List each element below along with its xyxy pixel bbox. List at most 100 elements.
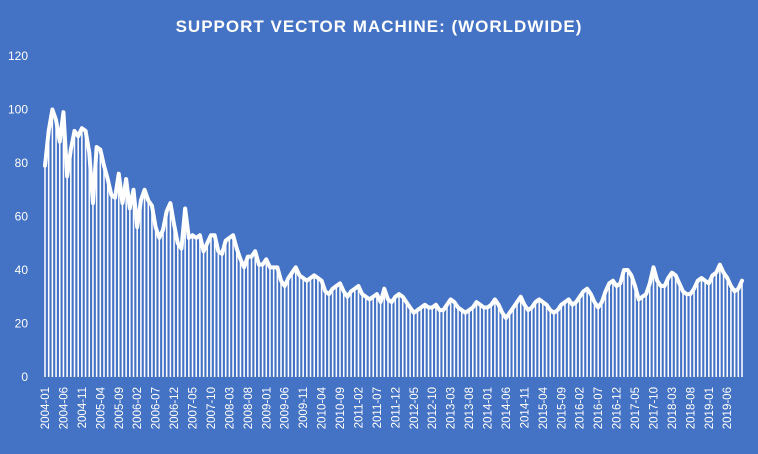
bar	[427, 307, 430, 377]
bar	[549, 310, 552, 378]
bar	[387, 299, 389, 377]
bar	[398, 294, 400, 377]
bar	[538, 299, 540, 377]
x-axis: 2004-01 2004-06 2004-11 2005-04 2005-09 2006-…	[40, 386, 734, 429]
x-tick-label: 2017-05	[630, 387, 642, 429]
bar	[313, 275, 315, 377]
bar	[44, 165, 46, 377]
bar	[711, 275, 714, 377]
y-tick-label: 120	[8, 49, 28, 63]
bar	[700, 278, 703, 377]
bar	[239, 259, 242, 377]
bar	[608, 283, 611, 378]
bar	[221, 253, 223, 377]
bar	[590, 294, 592, 377]
x-tick-label: 2008-03	[224, 387, 236, 429]
bar	[350, 291, 352, 377]
x-tick-label: 2005-09	[114, 387, 126, 429]
bar	[365, 296, 367, 377]
bar	[490, 304, 492, 377]
bar	[523, 304, 526, 377]
x-tick-label: 2007-05	[188, 387, 200, 429]
x-tick-label: 2010-04	[317, 386, 329, 429]
bar	[117, 173, 120, 377]
bar	[136, 227, 138, 377]
bar	[70, 149, 72, 378]
bar	[696, 280, 699, 377]
bar	[354, 288, 356, 377]
bar	[586, 288, 588, 377]
x-tick-label: 2015-04	[538, 386, 550, 429]
y-tick-label: 80	[15, 156, 29, 170]
bar	[224, 240, 227, 377]
bar	[199, 235, 201, 377]
bar	[564, 302, 566, 377]
bar	[571, 304, 574, 377]
x-tick-label: 2014-01	[483, 387, 495, 429]
bar	[361, 294, 363, 377]
bar	[479, 304, 481, 377]
bar	[737, 288, 740, 377]
bar	[295, 267, 297, 377]
bar	[733, 291, 736, 377]
bar	[553, 312, 555, 377]
bar	[276, 267, 279, 377]
bar	[320, 280, 323, 377]
bar	[180, 248, 183, 377]
bar	[121, 203, 124, 378]
bar	[519, 296, 522, 377]
bar	[501, 312, 504, 377]
bar	[704, 280, 706, 377]
x-tick-label: 2018-03	[667, 387, 679, 429]
bar	[449, 299, 452, 377]
bar	[442, 310, 445, 378]
bar	[103, 165, 105, 377]
bar	[368, 299, 371, 377]
bar	[77, 136, 79, 377]
bar	[708, 283, 710, 378]
bar	[438, 310, 441, 378]
bar	[715, 272, 717, 377]
x-tick-label: 2006-07	[151, 387, 163, 429]
bar	[346, 296, 349, 377]
bar	[206, 243, 209, 377]
bar	[531, 307, 533, 377]
bar	[656, 280, 658, 377]
bar	[409, 307, 411, 377]
x-tick-label: 2019-01	[704, 387, 716, 429]
bar	[269, 267, 271, 377]
bar	[719, 264, 721, 377]
x-tick-label: 2012-05	[409, 387, 421, 429]
bar	[556, 310, 559, 378]
bar	[317, 278, 319, 377]
bar	[324, 291, 327, 377]
bar	[254, 251, 256, 377]
bar	[623, 270, 625, 377]
bar	[560, 304, 563, 377]
bar	[435, 304, 437, 377]
bar	[265, 259, 268, 377]
bar	[379, 302, 382, 377]
bar	[390, 302, 393, 377]
bar	[685, 294, 688, 377]
x-tick-label: 2004-01	[40, 387, 52, 429]
bar	[505, 318, 507, 377]
x-tick-label: 2013-03	[446, 387, 458, 429]
y-axis: 0 20 40 60 80 100 120	[8, 49, 28, 384]
bar	[306, 280, 308, 377]
bar	[741, 280, 743, 377]
bar	[512, 307, 515, 377]
bar	[84, 130, 87, 377]
bar	[413, 312, 415, 377]
bar	[88, 152, 91, 377]
bar	[578, 296, 581, 377]
bar	[331, 288, 334, 377]
bar	[472, 307, 474, 377]
bar	[243, 267, 245, 377]
bar	[58, 141, 61, 377]
bar	[342, 291, 345, 377]
x-tick-label: 2011-02	[353, 387, 365, 428]
bar	[660, 286, 662, 377]
x-tick-label: 2005-04	[95, 386, 107, 429]
